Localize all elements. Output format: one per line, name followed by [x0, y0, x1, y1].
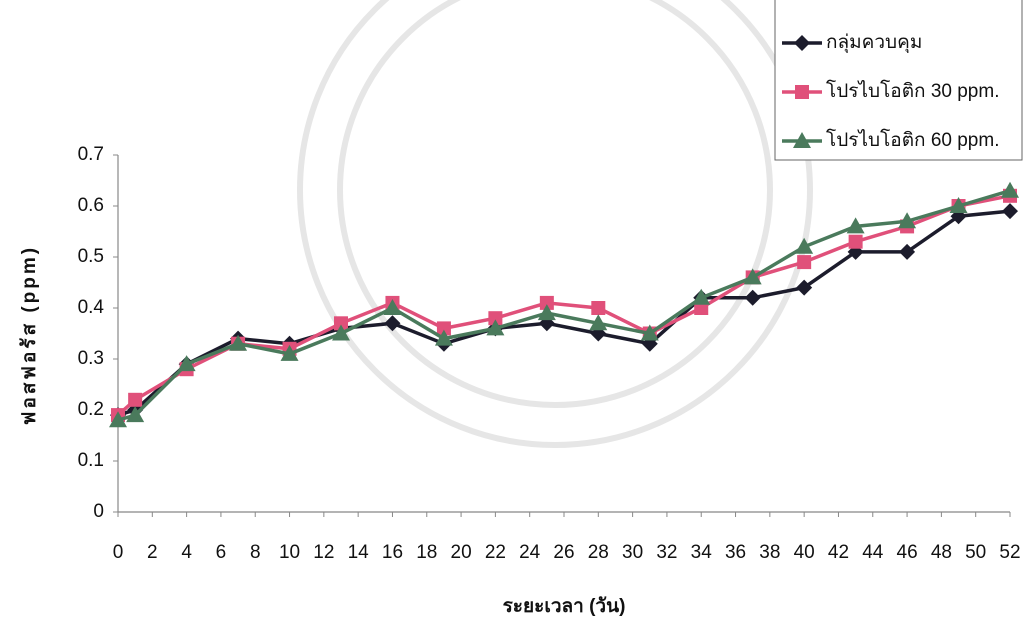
marker [589, 314, 608, 331]
marker [795, 85, 809, 99]
marker [177, 355, 196, 372]
marker [743, 268, 762, 285]
x-tick-label: 16 [382, 542, 403, 563]
marker [436, 321, 451, 336]
x-tick-label: 34 [691, 542, 713, 563]
marker [795, 237, 814, 254]
marker [229, 334, 248, 351]
x-tick-label: 40 [794, 542, 815, 563]
y-tick-label: 0.6 [78, 195, 104, 216]
x-tick-label: 8 [250, 542, 261, 563]
y-tick-label: 0.1 [78, 450, 104, 471]
x-tick-label: 44 [862, 542, 884, 563]
x-tick-label: 50 [965, 542, 986, 563]
y-tick-label: 0 [93, 501, 104, 522]
x-tick-label: 30 [622, 542, 643, 563]
marker [793, 132, 811, 148]
y-tick-label: 0.7 [78, 144, 104, 165]
x-tick-label: 42 [828, 542, 849, 563]
marker [794, 35, 810, 51]
x-tick-label: 14 [348, 542, 370, 563]
marker [744, 289, 761, 306]
x-tick-label: 2 [147, 542, 158, 563]
marker [539, 295, 554, 310]
marker [899, 243, 916, 260]
marker [384, 315, 401, 332]
x-tick-label: 0 [113, 542, 124, 563]
y-tick-label: 0.3 [78, 348, 104, 369]
marker [280, 344, 299, 361]
marker [1001, 181, 1019, 198]
x-tick-label: 32 [656, 542, 677, 563]
marker [109, 411, 127, 428]
marker [488, 311, 503, 326]
x-tick-label: 28 [588, 542, 609, 563]
marker [1002, 203, 1018, 220]
watermark [297, 0, 813, 448]
x-tick-label: 6 [216, 542, 227, 563]
marker [126, 406, 145, 423]
y-tick-label: 0.4 [78, 297, 105, 318]
legend-label: โปรไบโอติก 60 ppm. [826, 128, 999, 151]
legend-label: โปรไบโอติก 30 ppm. [826, 79, 999, 102]
y-tick-label: 0.2 [78, 399, 104, 420]
marker [434, 329, 453, 346]
marker [848, 234, 863, 249]
x-tick-label: 48 [931, 542, 952, 563]
marker [128, 392, 143, 407]
marker [486, 319, 505, 336]
x-axis-label: ระยะเวลา (วัน) [503, 596, 626, 617]
marker [591, 301, 606, 315]
marker [797, 255, 812, 270]
marker [692, 288, 711, 305]
series-line [117, 209, 1011, 417]
legend-box [774, 0, 1023, 161]
marker [537, 304, 556, 321]
marker [796, 279, 813, 296]
x-tick-label: 20 [451, 542, 472, 563]
marker [383, 299, 402, 315]
x-tick-label: 46 [897, 542, 918, 563]
marker [846, 217, 865, 234]
x-tick-label: 12 [313, 542, 334, 563]
marker [332, 324, 350, 341]
legend-label: กลุ่มควบคุม [826, 32, 922, 54]
x-tick-label: 10 [279, 542, 300, 563]
marker [898, 212, 917, 229]
marker [334, 316, 348, 331]
x-tick-label: 38 [759, 542, 780, 563]
x-tick-label: 24 [519, 542, 541, 563]
x-tick-label: 22 [485, 542, 506, 563]
x-tick-label: 36 [725, 542, 746, 563]
x-tick-label: 18 [416, 542, 437, 563]
marker [640, 324, 659, 341]
y-tick-label: 0.5 [78, 246, 104, 267]
x-tick-label: 26 [553, 542, 574, 563]
marker [949, 197, 968, 213]
x-tick-label: 52 [999, 542, 1020, 563]
y-axis-label: ฟอสฟอรัส (ppm) [19, 245, 40, 425]
x-tick-label: 4 [181, 542, 192, 563]
series-line [116, 194, 1011, 417]
